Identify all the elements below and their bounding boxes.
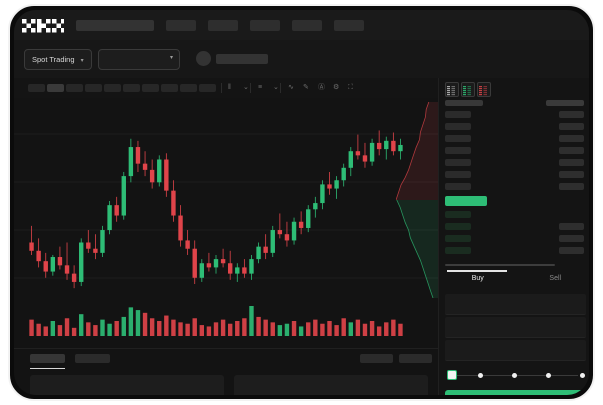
orderbook-ask-size-6[interactable] bbox=[559, 183, 584, 190]
orderbook-bid-size-2[interactable] bbox=[559, 235, 584, 242]
orderbook-ask-size-3[interactable] bbox=[559, 147, 584, 154]
app-screen: Spot Trading ▾ ▾ ‖ ⌄ ≡ ⌄ ∿ ✎ Ⓐ ⚙ ⛶ bbox=[14, 10, 589, 395]
timeframe-button-6[interactable] bbox=[142, 84, 159, 92]
orders-bottom-panel bbox=[14, 348, 438, 395]
market-sub-nav: Spot Trading ▾ ▾ bbox=[14, 40, 589, 100]
slider-stop-100[interactable] bbox=[579, 372, 585, 378]
slider-stop-50[interactable] bbox=[512, 372, 517, 378]
trading-pair-name bbox=[216, 54, 268, 64]
price-chart-panel[interactable] bbox=[14, 98, 438, 348]
orderbook-ask-size-2[interactable] bbox=[559, 135, 584, 142]
orderbook-ask-size-5[interactable] bbox=[559, 171, 584, 178]
magnet-icon[interactable]: Ⓐ bbox=[318, 84, 325, 91]
okx-logo-icon[interactable] bbox=[22, 19, 66, 33]
candlestick-chart[interactable] bbox=[14, 98, 438, 298]
top-navigation-bar bbox=[14, 10, 589, 40]
orderbook-rows[interactable] bbox=[439, 100, 589, 260]
market-type-dropdown[interactable]: Spot Trading ▾ bbox=[24, 49, 92, 70]
timeframe-button-4[interactable] bbox=[104, 84, 121, 92]
orders-tab-1[interactable] bbox=[75, 354, 110, 363]
orderbook-bid-size-3[interactable] bbox=[559, 247, 584, 254]
depth-chart-overlay bbox=[396, 102, 438, 298]
slider-handle[interactable] bbox=[447, 370, 457, 380]
orderbook-scrollbar[interactable] bbox=[445, 264, 555, 266]
trading-pair-select[interactable]: ▾ bbox=[98, 49, 180, 70]
active-tab-underline bbox=[30, 368, 65, 369]
top-nav-item-3[interactable] bbox=[250, 20, 280, 31]
orderbook-bids-icon[interactable] bbox=[461, 82, 475, 97]
fullscreen-icon[interactable]: ⛶ bbox=[348, 84, 353, 91]
submit-buy-button[interactable] bbox=[445, 390, 584, 395]
orderbook-both-icon[interactable] bbox=[445, 82, 459, 97]
orderbook-bid-price-2[interactable] bbox=[445, 235, 471, 242]
orderbook-ask-price-6[interactable] bbox=[445, 183, 471, 190]
tab-buy[interactable]: Buy bbox=[471, 275, 484, 282]
chevron-down-icon: ▾ bbox=[169, 55, 173, 61]
chart-toolbar: ‖ ⌄ ≡ ⌄ ∿ ✎ Ⓐ ⚙ ⛶ bbox=[14, 78, 438, 99]
slider-stop-75[interactable] bbox=[545, 372, 551, 378]
line-tool-icon[interactable]: ∿ bbox=[288, 84, 294, 91]
device-frame: Spot Trading ▾ ▾ ‖ ⌄ ≡ ⌄ ∿ ✎ Ⓐ ⚙ ⛶ bbox=[8, 4, 595, 401]
orderbook-asks-icon[interactable] bbox=[477, 82, 491, 97]
price-field[interactable] bbox=[445, 294, 586, 315]
orderbook-bid-price-1[interactable] bbox=[445, 223, 471, 230]
timeframe-button-7[interactable] bbox=[161, 84, 178, 92]
orderbook-bid-price-3[interactable] bbox=[445, 247, 471, 254]
orders-card-1[interactable] bbox=[234, 375, 428, 395]
tab-sell[interactable]: Sell bbox=[549, 275, 562, 282]
toolbar-separator bbox=[280, 83, 281, 93]
order-entry-form bbox=[439, 294, 589, 364]
top-nav-item-5[interactable] bbox=[334, 20, 364, 31]
orderbook-header-price bbox=[445, 100, 483, 106]
orderbook-ask-price-5[interactable] bbox=[445, 171, 471, 178]
indicators-icon[interactable]: ≡ bbox=[258, 84, 263, 91]
orderbook-ask-size-4[interactable] bbox=[559, 159, 584, 166]
orderbook-ask-price-1[interactable] bbox=[445, 123, 471, 130]
timeframe-button-2[interactable] bbox=[66, 84, 83, 92]
toolbar-separator bbox=[221, 83, 222, 93]
timeframe-button-0[interactable] bbox=[28, 84, 45, 92]
pencil-draw-icon[interactable]: ✎ bbox=[303, 84, 309, 91]
timeframe-button-9[interactable] bbox=[199, 84, 216, 92]
top-nav-item-2[interactable] bbox=[208, 20, 238, 31]
top-nav-item-0[interactable] bbox=[76, 20, 154, 31]
volume-histogram bbox=[29, 306, 403, 336]
orders-card-0[interactable] bbox=[30, 375, 224, 395]
orderbook-ask-price-0[interactable] bbox=[445, 111, 471, 118]
timeframe-button-3[interactable] bbox=[85, 84, 102, 92]
orderbook-ask-price-3[interactable] bbox=[445, 147, 471, 154]
slider-stop-25[interactable] bbox=[478, 372, 484, 378]
indicators-chevron-icon[interactable]: ⌄ bbox=[273, 84, 279, 91]
orders-action-1[interactable] bbox=[399, 354, 432, 363]
chevron-down-icon: ▾ bbox=[80, 58, 84, 64]
chart-type-candles-icon[interactable]: ‖ bbox=[228, 84, 231, 91]
coin-avatar-icon bbox=[196, 51, 211, 66]
orderbook-ask-size-0[interactable] bbox=[559, 111, 584, 118]
timeframe-button-1[interactable] bbox=[47, 84, 64, 92]
amount-field[interactable] bbox=[445, 317, 586, 338]
orderbook-trade-panel: Buy Sell bbox=[438, 78, 589, 395]
timeframe-button-5[interactable] bbox=[123, 84, 140, 92]
orderbook-bid-size-1[interactable] bbox=[559, 223, 584, 230]
orderbook-last-price bbox=[445, 196, 487, 206]
orderbook-ask-price-4[interactable] bbox=[445, 159, 471, 166]
orders-action-0[interactable] bbox=[360, 354, 393, 363]
orderbook-header-size bbox=[546, 100, 584, 106]
orderbook-ask-price-2[interactable] bbox=[445, 135, 471, 142]
market-type-label: Spot Trading bbox=[32, 55, 75, 64]
orders-tab-0[interactable] bbox=[30, 354, 65, 363]
timeframe-button-8[interactable] bbox=[180, 84, 197, 92]
settings-gear-icon[interactable]: ⚙ bbox=[333, 84, 340, 91]
amount-slider[interactable] bbox=[447, 370, 585, 382]
top-nav-item-1[interactable] bbox=[166, 20, 196, 31]
trade-side-tabs: Buy Sell bbox=[439, 270, 589, 292]
chart-type-chevron-icon[interactable]: ⌄ bbox=[243, 84, 249, 91]
trade-tab-underline bbox=[447, 270, 507, 272]
toolbar-separator bbox=[250, 83, 251, 93]
total-field[interactable] bbox=[445, 340, 586, 361]
orderbook-bid-price-0[interactable] bbox=[445, 211, 471, 218]
top-nav-item-4[interactable] bbox=[292, 20, 322, 31]
orderbook-ask-size-1[interactable] bbox=[559, 123, 584, 130]
